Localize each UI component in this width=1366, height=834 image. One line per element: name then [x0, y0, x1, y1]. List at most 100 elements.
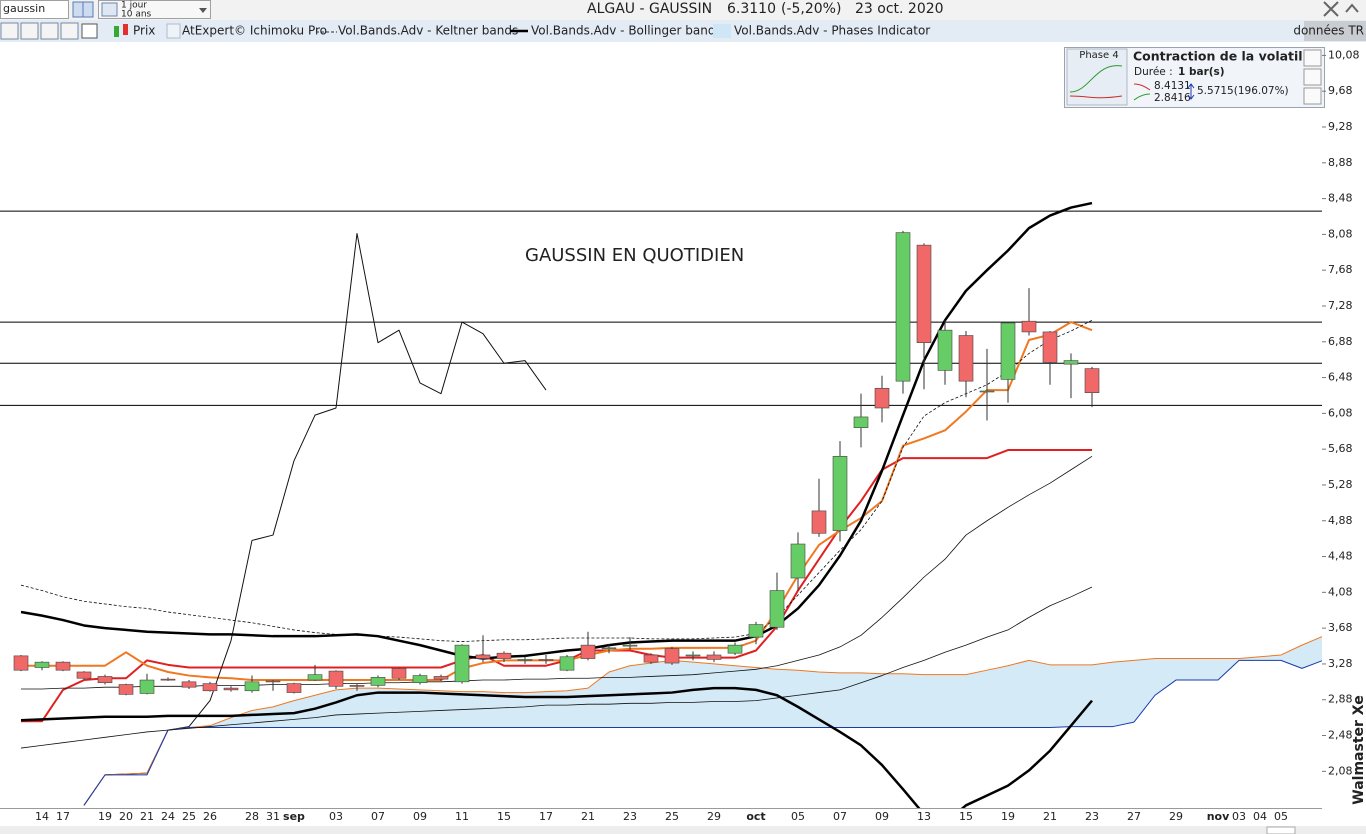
x-tick-label: 24	[161, 810, 175, 823]
y-tick-label: 8,88	[1328, 156, 1353, 169]
candle-body	[181, 681, 197, 688]
x-tick-label: 17	[539, 810, 553, 823]
tool-button[interactable]	[20, 22, 39, 40]
x-tick-label: 17	[56, 810, 70, 823]
search-text: gaussin	[3, 2, 45, 15]
x-tick-label: 05	[1274, 810, 1288, 823]
tool-button[interactable]	[81, 23, 98, 39]
candle-body	[412, 675, 428, 684]
candle-body	[1042, 331, 1058, 363]
info-button[interactable]	[1303, 49, 1322, 67]
candle-body	[811, 510, 827, 534]
candle-body	[727, 644, 743, 654]
y-tick-label: 9,68	[1328, 84, 1353, 97]
y-tick-label: 9,28	[1328, 120, 1353, 133]
scrollbar[interactable]	[0, 826, 1366, 834]
y-tick-label: 4,48	[1328, 550, 1353, 563]
legend-swatch	[166, 23, 181, 39]
x-tick-label: oct	[746, 810, 765, 823]
search-box[interactable]	[0, 0, 69, 19]
y-tick-label: 4,08	[1328, 585, 1353, 598]
tools-icon[interactable]	[1323, 1, 1339, 17]
dropdown-arrow	[199, 8, 207, 13]
y-tick-label: 2,48	[1328, 729, 1353, 742]
candle-body	[55, 661, 71, 671]
legend-candle-up	[114, 26, 119, 37]
info-thumb-curve	[1069, 65, 1123, 93]
scroll-thumb[interactable]	[1266, 826, 1296, 834]
x-tick-label: 26	[203, 810, 217, 823]
candle-body	[496, 652, 512, 659]
x-tick-label: 09	[875, 810, 889, 823]
legend-ichimoku[interactable]: AtExpert© Ichimoku Pro	[182, 24, 327, 38]
candle-body	[853, 416, 869, 428]
cloud	[84, 636, 1322, 806]
legend-price[interactable]: Prix	[133, 24, 155, 38]
indicator-line	[21, 449, 1092, 723]
y-tick-label: 7,28	[1328, 299, 1353, 312]
x-tick-label: 07	[833, 810, 847, 823]
candle-body	[601, 647, 617, 650]
candle-body	[937, 329, 953, 371]
candle-body	[874, 388, 890, 409]
info-button[interactable]	[1303, 68, 1322, 86]
candle-body	[118, 684, 134, 695]
candle-body	[979, 390, 995, 393]
source[interactable]: données TR	[1293, 24, 1364, 38]
info-width-glyph	[1187, 83, 1195, 100]
candle-body	[475, 654, 491, 659]
y-tick-label: 8,48	[1328, 192, 1353, 205]
x-tick-label: 20	[119, 810, 133, 823]
candle-body	[349, 685, 365, 687]
candle-body	[748, 624, 764, 638]
x-tick-label: 23	[1085, 810, 1099, 823]
x-tick-label: 23	[623, 810, 637, 823]
info-button[interactable]	[1303, 87, 1322, 105]
info-upper-glyph	[1133, 83, 1151, 91]
tool-button[interactable]	[60, 22, 79, 40]
period-select[interactable]	[98, 0, 211, 19]
legend-phases[interactable]: Vol.Bands.Adv - Phases Indicator	[734, 24, 930, 38]
x-tick-label: 15	[959, 810, 973, 823]
candle-body	[685, 654, 701, 657]
candle-body	[76, 671, 92, 679]
tool-button[interactable]	[0, 22, 19, 40]
candle-body	[328, 670, 344, 687]
period-2: 10 ans	[121, 10, 152, 20]
date: 23 oct. 2020	[855, 1, 944, 17]
y-tick-label: 2,88	[1328, 693, 1353, 706]
candle-body	[223, 687, 239, 691]
indicator-line	[20, 201, 1093, 660]
candle-body	[433, 676, 449, 680]
candle-body	[580, 644, 596, 659]
y-tick-label: 6,48	[1328, 371, 1353, 384]
candle-body	[97, 676, 113, 684]
x-tick-label: 25	[182, 810, 196, 823]
collapse-icon[interactable]	[1345, 3, 1359, 13]
symbol: ALGAU - GAUSSIN	[587, 1, 712, 17]
x-tick-label: 03	[329, 810, 343, 823]
candle-body	[265, 680, 281, 683]
candle-body	[286, 683, 302, 693]
legend-keltner[interactable]: Vol.Bands.Adv - Keltner bands	[338, 24, 518, 38]
candle-body	[1000, 322, 1016, 380]
x-tick-label: 21	[1043, 810, 1057, 823]
x-tick-label: 15	[497, 810, 511, 823]
x-tick-label: 21	[581, 810, 595, 823]
brand: Walmaster Xe	[1351, 695, 1366, 804]
x-tick-label: 03	[1232, 810, 1246, 823]
x-tick-label: 04	[1253, 810, 1267, 823]
tool-button[interactable]	[40, 22, 59, 40]
indicator-line	[21, 321, 1093, 682]
legend-bollinger[interactable]: Vol.Bands.Adv - Bollinger bands	[531, 24, 722, 38]
indicator-line	[83, 659, 1322, 806]
y-tick-label: 7,68	[1328, 263, 1353, 276]
y-tick-label: 6,08	[1328, 406, 1353, 419]
indicator-line	[20, 319, 1093, 642]
candle-body	[13, 655, 29, 671]
candle-body	[307, 674, 323, 681]
legend-swatch	[713, 24, 731, 38]
indicator-line	[20, 686, 1093, 808]
